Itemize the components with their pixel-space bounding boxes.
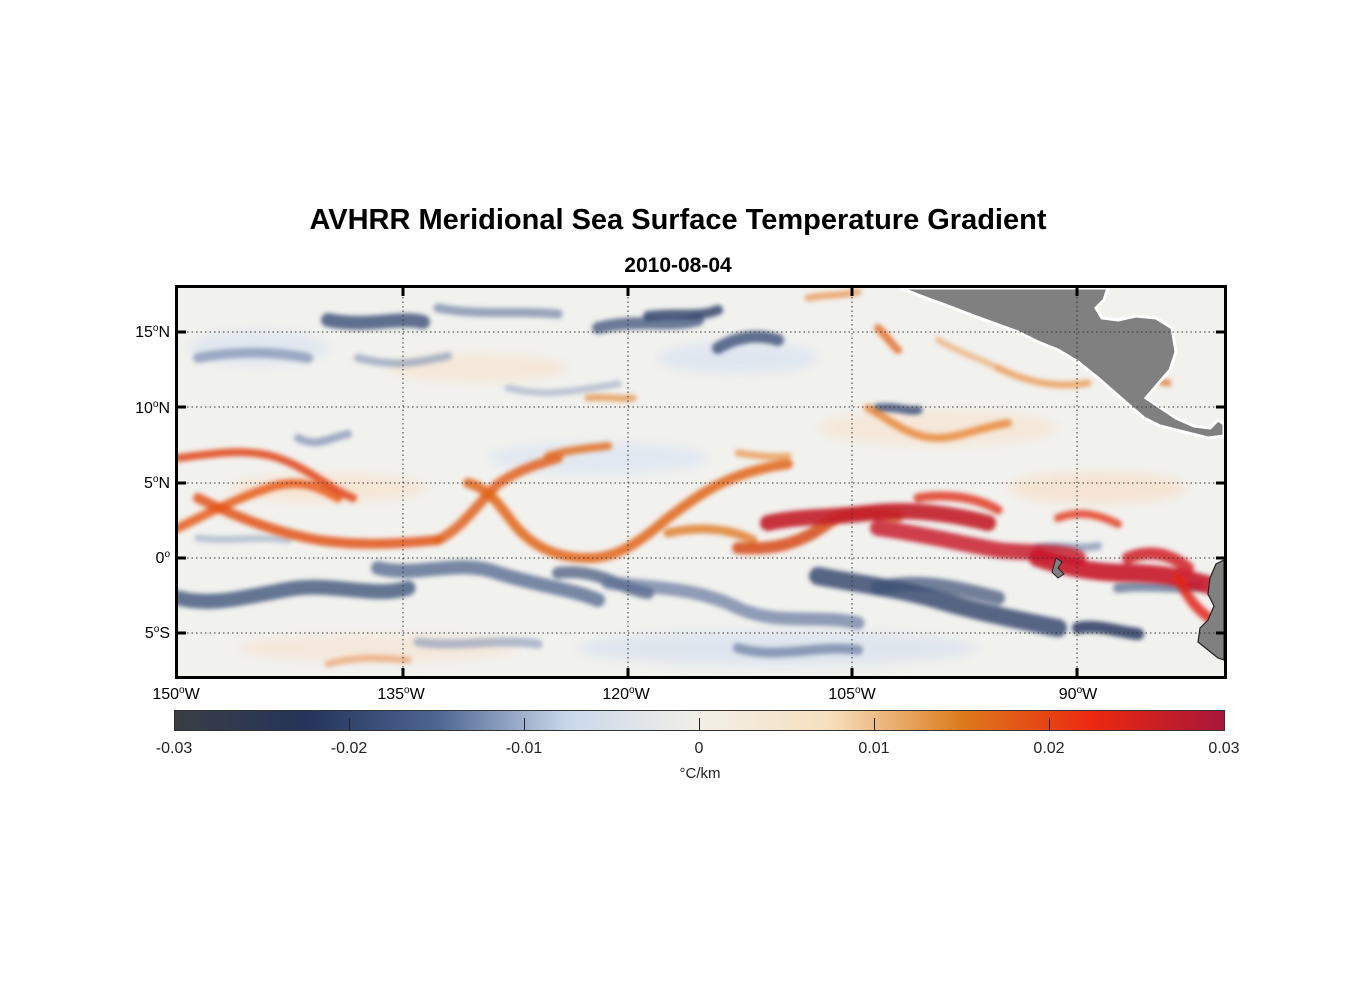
lon-label-90w: 90oW (1058, 685, 1098, 704)
colorbar-units: °C/km (679, 765, 721, 782)
central-america-land (899, 288, 1224, 440)
colorbar-label: 0.03 (1208, 740, 1240, 757)
map-plot-area (175, 285, 1227, 679)
lat-label-0: 0o (155, 549, 170, 568)
colorbar-label: -0.01 (505, 740, 543, 757)
lon-label-120w: 120oW (602, 685, 650, 704)
colorbar-tick (874, 718, 875, 730)
graticule (178, 288, 1224, 676)
lat-label-15n: 15oN (135, 323, 170, 342)
lon-label-105w: 105oW (828, 685, 876, 704)
colorbar-label: -0.02 (330, 740, 368, 757)
galapagos-land (1051, 557, 1065, 579)
map-svg (178, 288, 1224, 676)
chart-subtitle: 2010-08-04 (624, 254, 732, 277)
chart-title: AVHRR Meridional Sea Surface Temperature… (309, 204, 1047, 236)
lat-label-5s: 5oS (144, 624, 170, 643)
lon-label-135w: 135oW (377, 685, 425, 704)
colorbar-label: 0 (694, 740, 704, 757)
lon-label-150w: 150oW (152, 685, 200, 704)
lat-label-5n: 5oN (143, 474, 170, 493)
colorbar-label: 0.02 (1033, 740, 1065, 757)
colorbar-label: 0.01 (858, 740, 890, 757)
south-america-land (1197, 559, 1224, 661)
colorbar-tick (1049, 718, 1050, 730)
positive-gradient-features (178, 288, 1224, 668)
lat-label-10n: 10oN (135, 399, 170, 418)
colorbar-tick (524, 718, 525, 730)
land-masses (899, 288, 1224, 661)
colorbar-tick (349, 718, 350, 730)
colorbar-tick (699, 718, 700, 730)
colorbar-label: -0.03 (155, 740, 193, 757)
frame-ticks (178, 288, 1224, 676)
